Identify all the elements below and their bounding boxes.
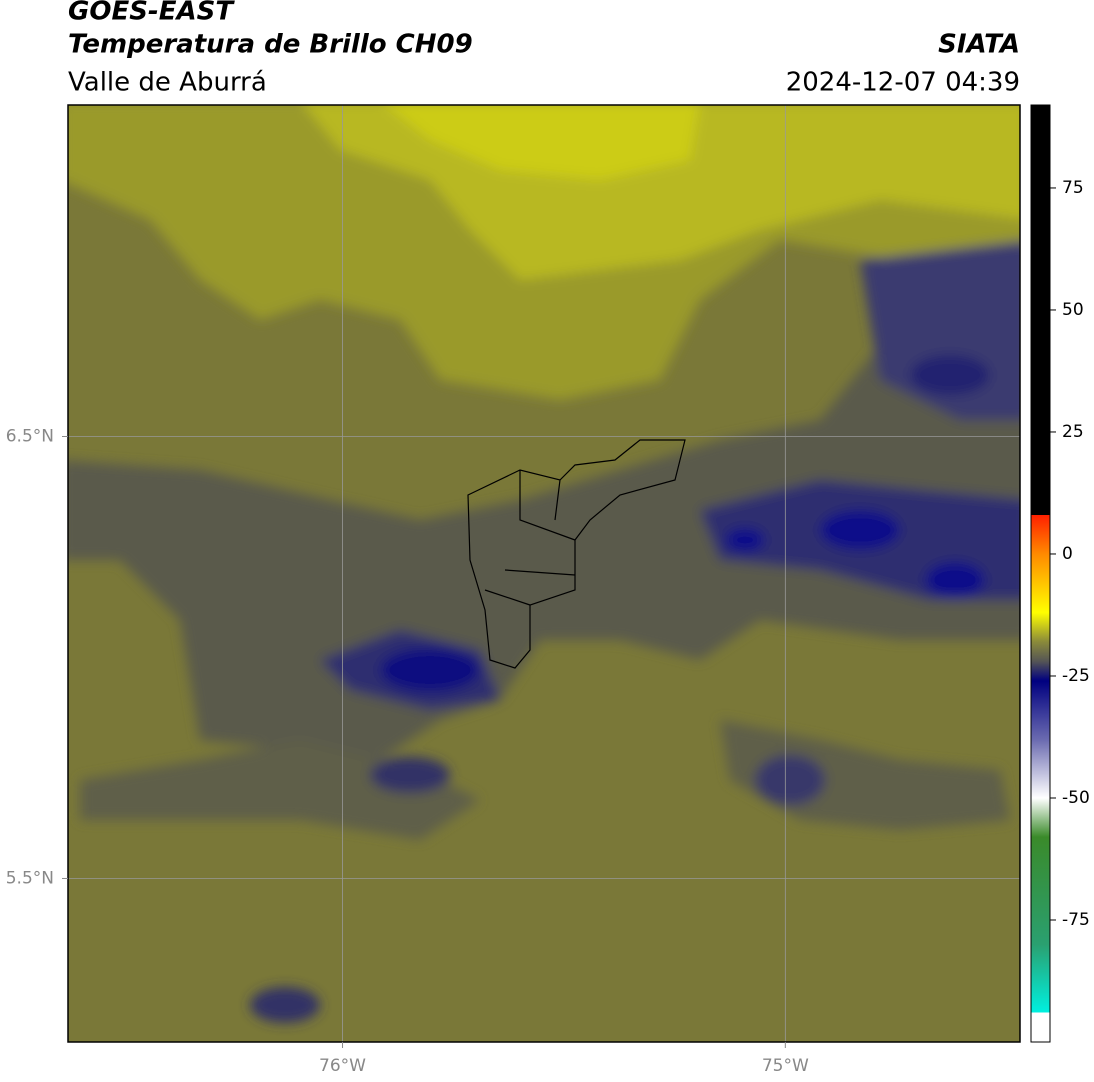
colorbar-tick-label: -25 bbox=[1062, 666, 1090, 686]
product: Temperatura de Brillo CH09 bbox=[68, 30, 473, 60]
colorbar-tick-label: 50 bbox=[1062, 300, 1084, 320]
x-tick-label: 76°W bbox=[319, 1056, 366, 1076]
y-tick-label: 5.5°N bbox=[6, 868, 54, 888]
colorbar-tick-label: -75 bbox=[1062, 910, 1090, 930]
datetime: 2024-12-07 04:39 bbox=[786, 68, 1020, 98]
x-tick-label: 75°W bbox=[762, 1056, 809, 1076]
grid bbox=[68, 105, 1020, 1042]
colorbar-tick-label: 25 bbox=[1062, 422, 1084, 442]
colorbar-tick-label: 0 bbox=[1062, 544, 1073, 564]
municipality-boundaries bbox=[467, 439, 686, 669]
title: GOES-EAST bbox=[68, 0, 235, 27]
map-frame bbox=[67, 104, 1021, 1043]
colorbar-tick-label: 75 bbox=[1062, 178, 1084, 198]
colorbar-tick-label: -50 bbox=[1062, 788, 1090, 808]
map-field bbox=[68, 105, 1020, 1042]
y-tick-label: 6.5°N bbox=[6, 426, 54, 446]
region: Valle de Aburrá bbox=[68, 68, 267, 98]
colorbar bbox=[1030, 104, 1051, 1043]
source: SIATA bbox=[938, 30, 1020, 60]
